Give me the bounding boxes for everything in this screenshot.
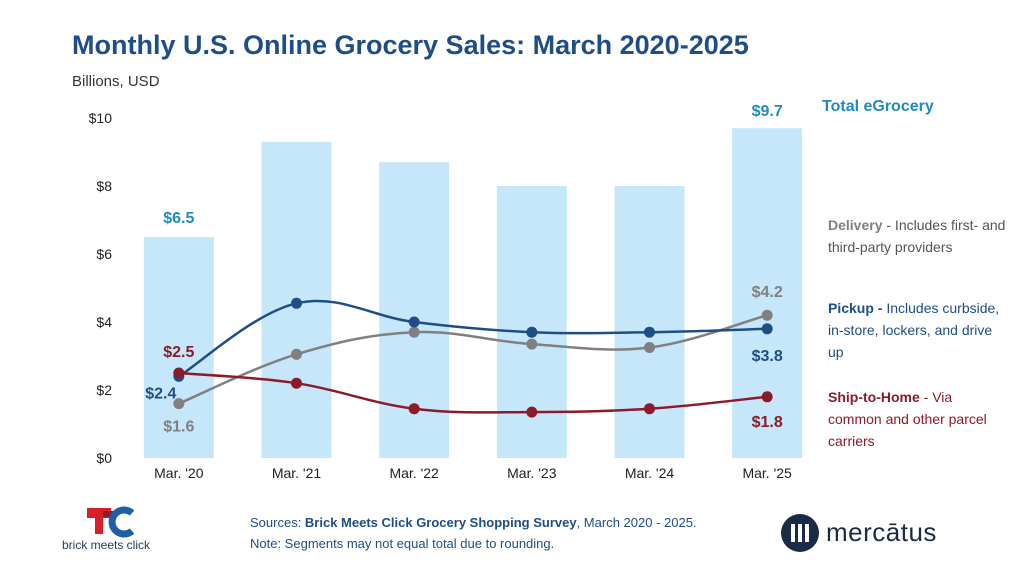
y-tick-label: $4 (96, 314, 112, 330)
legend-ship-desc: - Via common and other parcel carriers (828, 389, 987, 449)
x-tick-label: Mar. '23 (507, 465, 557, 481)
x-tick-label: Mar. '21 (272, 465, 322, 481)
y-tick-label: $6 (96, 246, 112, 262)
legend-delivery-name: Delivery (828, 217, 883, 233)
line-pickup (178, 299, 768, 378)
chart-subtitle: Billions, USD (72, 73, 160, 90)
legend-total-egrocery: Total eGrocery (822, 98, 934, 115)
point-delivery-0 (173, 398, 185, 410)
point-ship-to-home-2 (408, 403, 420, 415)
label-delivery-last: $4.2 (752, 284, 783, 301)
point-ship-to-home-4 (644, 403, 655, 415)
legend-pickup: Pickup - Includes curbside, in-store, lo… (828, 297, 1008, 363)
label-delivery-first: $1.6 (163, 419, 194, 436)
x-tick-label: Mar. '24 (625, 465, 675, 481)
legend-pickup-desc: Includes curbside, in-store, lockers, an… (828, 300, 1000, 360)
bar-total-0 (143, 237, 214, 458)
mercatus-wordmark: mercātus (826, 517, 937, 547)
point-ship-to-home-0 (173, 367, 185, 379)
point-pickup-4 (644, 326, 655, 338)
y-tick-label: $2 (96, 382, 112, 398)
point-ship-to-home-5 (761, 391, 773, 403)
point-pickup-1 (291, 297, 302, 309)
bar-total-4 (614, 186, 685, 458)
brick-meets-click-logo (87, 506, 135, 538)
label-pickup-last: $3.8 (752, 348, 783, 365)
label-total-first: $6.5 (163, 210, 194, 227)
label-ship-first: $2.5 (163, 344, 194, 361)
x-tick-label: Mar. '20 (154, 465, 204, 481)
y-tick-label: $8 (96, 178, 112, 194)
y-tick-label: $10 (89, 110, 113, 126)
line-delivery (178, 313, 768, 405)
point-pickup-2 (408, 316, 420, 328)
chart-title: Monthly U.S. Online Grocery Sales: March… (72, 30, 749, 60)
point-ship-to-home-1 (291, 377, 302, 389)
legend-pickup-name: Pickup - (828, 300, 883, 316)
label-ship-last: $1.8 (752, 414, 783, 431)
footer-sources: Sources: Brick Meets Click Grocery Shopp… (250, 512, 697, 554)
sources-prefix: Sources: (250, 515, 305, 530)
legend-ship-name: Ship-to-Home (828, 389, 920, 405)
legend-delivery-desc: - Includes first- and third-party provid… (828, 217, 1006, 255)
footer-note: Note: Segments may not equal total due t… (250, 536, 555, 551)
point-delivery-2 (408, 326, 420, 338)
bar-total-5 (732, 128, 803, 458)
y-tick-label: $0 (96, 450, 112, 466)
brick-meets-click-wordmark: brick meets click (62, 538, 151, 552)
sources-line: Sources: Brick Meets Click Grocery Shopp… (250, 512, 697, 533)
point-delivery-4 (644, 342, 655, 353)
sources-suffix: , March 2020 - 2025. (576, 515, 697, 530)
label-total-last: $9.7 (752, 103, 783, 120)
line-ship-to-home (178, 371, 768, 414)
point-delivery-1 (291, 348, 302, 360)
x-tick-label: Mar. '25 (742, 465, 792, 481)
point-delivery-5 (761, 309, 773, 321)
legend-ship-to-home: Ship-to-Home - Via common and other parc… (828, 386, 1008, 452)
label-pickup-first: $2.4 (145, 385, 176, 402)
point-ship-to-home-3 (526, 406, 538, 418)
point-delivery-3 (526, 338, 538, 350)
mercatus-logo-icon (781, 514, 819, 552)
point-pickup-5 (761, 323, 773, 335)
legend-delivery: Delivery - Includes first- and third-par… (828, 214, 1008, 258)
point-pickup-3 (526, 326, 538, 338)
sources-bold: Brick Meets Click Grocery Shopping Surve… (304, 515, 577, 530)
x-tick-label: Mar. '22 (389, 465, 439, 481)
